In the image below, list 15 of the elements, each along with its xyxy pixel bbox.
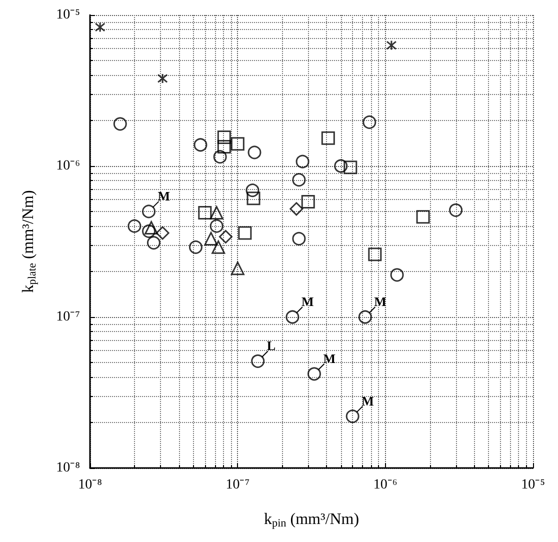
- annotation: M: [374, 294, 386, 309]
- x-tick-label: 10⁻⁶: [373, 478, 398, 492]
- x-tick-label: 10⁻⁵: [521, 478, 546, 492]
- y-tick-label: 10⁻⁶: [56, 158, 80, 174]
- y-tick-label: 10⁻⁵: [56, 8, 80, 22]
- annotation: M: [362, 393, 374, 408]
- x-tick-label: 10⁻⁷: [226, 478, 250, 492]
- annotation: M: [301, 294, 314, 309]
- annotation: M: [158, 188, 170, 204]
- y-tick-label: 10⁻⁷: [56, 310, 80, 324]
- annotation: L: [266, 338, 276, 354]
- y-axis-title: kplate (mm³/Nm): [20, 190, 38, 293]
- x-tick-label: 10⁻⁸: [78, 478, 102, 492]
- annotation: M: [323, 350, 336, 366]
- y-tick-label: 10⁻⁸: [56, 460, 80, 476]
